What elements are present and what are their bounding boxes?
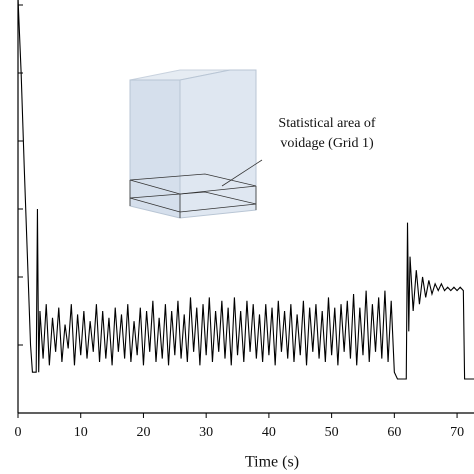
annotation: Statistical area of [278,116,376,131]
x-tick-label: 30 [199,425,213,440]
pointer-line [221,159,263,187]
box-side [179,69,257,219]
line-series [17,0,474,380]
annotation: voidage (Grid 1) [280,136,374,151]
x-tick-label: 40 [262,425,276,440]
x-tick-label: 70 [450,425,464,440]
x-tick-label: 60 [387,425,401,440]
x-tick-label: 50 [325,425,339,440]
x-tick-label: 20 [136,425,150,440]
x-axis-label: Time (s) [245,454,299,471]
grid-diagram [129,69,263,219]
x-tick-label: 10 [74,425,88,440]
x-tick-label: 0 [15,425,22,440]
